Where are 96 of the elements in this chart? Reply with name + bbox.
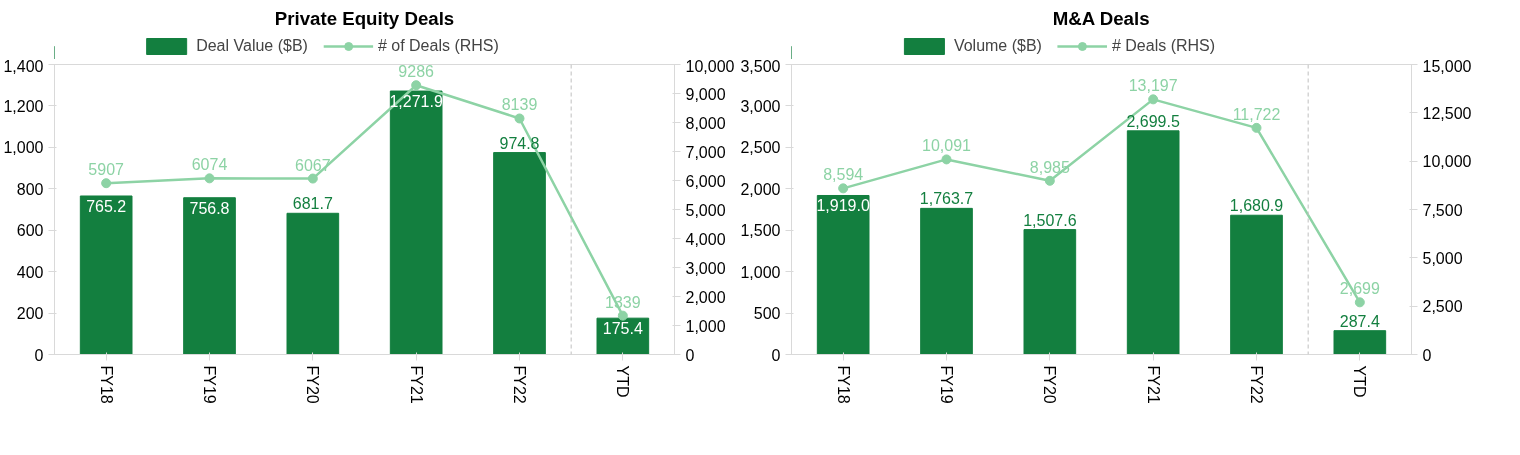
y-tick-label: 500 [753,305,781,323]
y-tick-label: 800 [16,180,44,198]
point [617,310,628,321]
x-tick-label: FY21 [407,365,425,404]
x-tick-label: FY22 [1248,365,1265,404]
data-label: 8,594 [823,166,864,184]
y-tick-label: 1,200 [3,97,44,115]
x-tick-label: FY19 [938,365,955,404]
bar [79,195,133,355]
point [1044,175,1055,186]
y2-tick-label: 2,500 [1422,298,1463,316]
point [941,154,952,165]
y2-tick-label: 1,000 [685,317,726,335]
legend-label: # of Deals (RHS) [377,37,499,55]
point [1148,94,1159,105]
data-label: 10,091 [922,137,972,155]
y2-tick-label: 5,000 [1422,249,1463,267]
data-label: 681.7 [292,195,333,213]
y2-tick-label: 15,000 [1422,57,1472,75]
data-label: 1,680.9 [1229,197,1284,215]
y2-tick-label: 2,000 [685,288,726,306]
y-tick-label: 3,500 [740,57,781,75]
y-tick-label: 0 [34,346,44,364]
data-label: 1,507.6 [1023,211,1077,229]
data-label: 1,271.9 [389,93,443,111]
data-label: 1,763.7 [919,190,974,208]
point [1251,122,1262,133]
legend-label: # Deals (RHS) [1111,37,1216,55]
point [101,178,112,189]
x-tick-label: FY19 [201,365,218,404]
point [411,80,422,91]
chart-title: M&A Deals [1052,7,1150,29]
x-tick-label: FY22 [511,365,528,404]
data-label: 2,699.5 [1126,112,1180,130]
x-tick-label: FY21 [1144,365,1162,404]
point [1354,297,1365,308]
data-label: 1,919.0 [816,197,870,215]
y2-tick-label: 3,000 [685,259,726,277]
y2-tick-label: 7,500 [1422,201,1463,219]
y-tick-label: 600 [16,222,44,240]
data-label: 13,197 [1128,77,1178,95]
y-tick-label: 0 [771,346,781,364]
data-label: 765.2 [86,197,127,215]
y-tick-label: 1,000 [3,139,44,157]
bar [920,207,973,355]
bar [389,90,443,355]
y2-tick-label: 8,000 [685,114,726,132]
bar [1126,130,1180,355]
y2-tick-label: 6,000 [685,172,726,190]
chart-title: Private Equity Deals [274,7,455,29]
data-label: 175.4 [602,320,643,338]
x-tick-label: FY20 [304,365,322,404]
y2-tick-label: 0 [685,346,695,364]
y-tick-label: 1,500 [740,222,781,240]
y2-tick-label: 0 [1422,346,1432,364]
y2-tick-label: 4,000 [685,230,726,248]
legend-label: Deal Value ($B) [196,37,308,55]
point [514,113,525,124]
data-label: 6067 [295,156,331,174]
x-tick-label: FY20 [1041,365,1059,404]
y-tick-label: 1,000 [740,263,781,281]
bar [286,212,340,355]
y-tick-label: 3,000 [740,97,781,115]
data-label: 756.8 [189,199,230,217]
y-tick-label: 1,400 [3,57,44,75]
point [204,173,215,184]
y2-tick-label: 12,500 [1422,104,1472,122]
legend-label: Volume ($B) [953,37,1042,55]
bar [1023,229,1077,355]
y2-tick-label: 9,000 [685,85,726,103]
point [307,173,318,184]
bar [816,195,870,355]
x-tick-label: FY18 [97,365,115,404]
bar [1333,330,1387,355]
y-tick-label: 2,500 [740,139,781,157]
data-label: 6074 [191,156,228,174]
data-label: 11,722 [1232,105,1281,123]
y-tick-label: 2,000 [740,180,781,198]
bar [183,197,236,355]
data-label: 5907 [88,161,125,179]
y-tick-label: 200 [16,305,44,323]
y2-tick-label: 7,000 [685,143,726,161]
x-tick-label: YTD [1351,365,1369,398]
y2-tick-label: 5,000 [685,201,726,219]
y2-tick-label: 10,000 [685,57,735,75]
x-tick-label: FY18 [834,365,852,404]
data-label: 9286 [398,63,435,81]
bar [493,152,546,355]
data-label: 8139 [501,96,538,114]
bar [1230,214,1283,355]
data-label: 974.8 [499,134,540,152]
y2-tick-label: 10,000 [1422,153,1472,171]
x-tick-label: YTD [614,365,632,398]
y-tick-label: 400 [16,263,44,281]
data-label: 287.4 [1339,312,1380,330]
point [838,183,849,194]
